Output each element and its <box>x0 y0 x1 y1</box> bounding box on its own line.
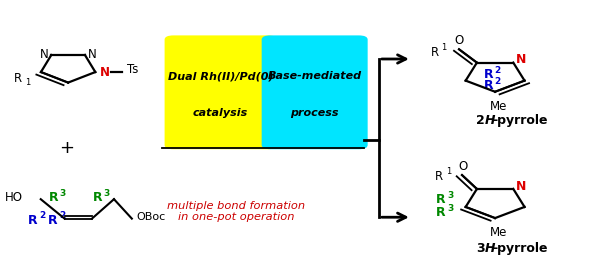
Text: 3: 3 <box>447 204 453 213</box>
Text: N: N <box>40 48 49 61</box>
Text: multiple bond formation
in one-pot operation: multiple bond formation in one-pot opera… <box>167 201 305 222</box>
Text: O: O <box>458 160 468 173</box>
Text: 2: 2 <box>494 77 500 86</box>
Text: 2: 2 <box>494 66 500 75</box>
Text: 1: 1 <box>25 78 31 87</box>
Text: R: R <box>49 191 59 204</box>
Text: 3: 3 <box>59 189 66 198</box>
Text: N: N <box>88 48 97 61</box>
Text: process: process <box>290 109 339 118</box>
Text: N: N <box>516 180 526 193</box>
FancyBboxPatch shape <box>262 35 368 149</box>
Text: 3: 3 <box>476 242 485 255</box>
Text: +: + <box>59 139 74 157</box>
Text: R: R <box>431 45 439 59</box>
Text: 3: 3 <box>104 189 110 198</box>
Text: 1: 1 <box>446 167 452 176</box>
Text: 1: 1 <box>442 44 447 52</box>
Text: Base-mediated: Base-mediated <box>268 71 362 81</box>
Text: N: N <box>516 53 526 66</box>
Text: 2: 2 <box>476 114 485 127</box>
Text: catalysis: catalysis <box>193 109 248 118</box>
Text: N: N <box>100 66 110 79</box>
Text: R: R <box>436 206 445 219</box>
Text: 2: 2 <box>59 211 65 220</box>
Text: 3: 3 <box>447 191 453 200</box>
Text: O: O <box>454 34 464 47</box>
Text: 2: 2 <box>39 211 45 220</box>
Text: H: H <box>485 114 496 127</box>
Text: R: R <box>484 79 493 92</box>
Text: R: R <box>93 191 103 204</box>
Text: R: R <box>484 68 493 81</box>
Text: R: R <box>436 170 443 183</box>
Text: OBoc: OBoc <box>136 212 166 222</box>
Text: R: R <box>28 213 37 227</box>
Text: Ts: Ts <box>127 63 138 76</box>
FancyBboxPatch shape <box>164 35 277 149</box>
Text: R: R <box>14 73 22 85</box>
Text: R: R <box>436 194 445 206</box>
Text: R: R <box>48 213 58 227</box>
Text: Me: Me <box>490 226 507 239</box>
Text: Me: Me <box>490 100 507 113</box>
Text: H: H <box>485 242 496 255</box>
Text: Dual Rh(II)/Pd(0): Dual Rh(II)/Pd(0) <box>168 71 274 81</box>
Text: -pyrrole: -pyrrole <box>492 242 548 255</box>
Text: -pyrrole: -pyrrole <box>492 114 548 127</box>
Text: HO: HO <box>5 191 23 204</box>
